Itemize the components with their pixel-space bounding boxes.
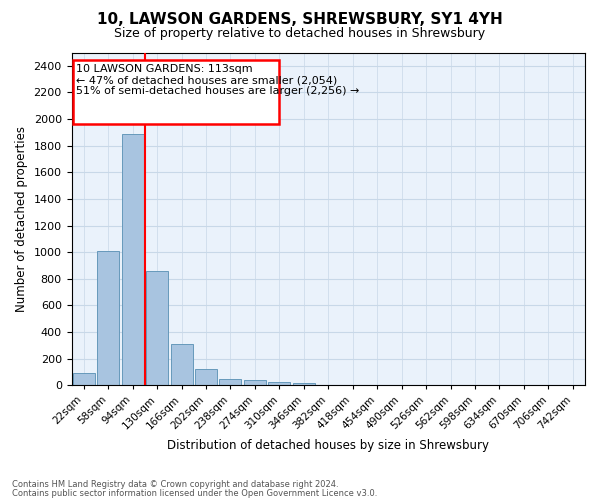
Text: ← 47% of detached houses are smaller (2,054): ← 47% of detached houses are smaller (2,…: [76, 75, 338, 85]
Bar: [122, 134, 143, 386]
Bar: [220, 378, 241, 386]
Bar: [146, 271, 168, 386]
Bar: [293, 384, 315, 386]
Text: Contains public sector information licensed under the Open Government Licence v3: Contains public sector information licen…: [12, 488, 377, 498]
Bar: [195, 370, 217, 386]
Bar: [244, 380, 266, 386]
Text: 10, LAWSON GARDENS, SHREWSBURY, SY1 4YH: 10, LAWSON GARDENS, SHREWSBURY, SY1 4YH: [97, 12, 503, 28]
Text: Size of property relative to detached houses in Shrewsbury: Size of property relative to detached ho…: [115, 28, 485, 40]
Bar: [73, 374, 95, 386]
Text: Contains HM Land Registry data © Crown copyright and database right 2024.: Contains HM Land Registry data © Crown c…: [12, 480, 338, 489]
Text: 51% of semi-detached houses are larger (2,256) →: 51% of semi-detached houses are larger (…: [76, 86, 360, 97]
Y-axis label: Number of detached properties: Number of detached properties: [15, 126, 28, 312]
Bar: [170, 344, 193, 386]
Bar: [97, 251, 119, 386]
Bar: [268, 382, 290, 386]
X-axis label: Distribution of detached houses by size in Shrewsbury: Distribution of detached houses by size …: [167, 440, 489, 452]
Bar: [317, 384, 339, 386]
Text: 10 LAWSON GARDENS: 113sqm: 10 LAWSON GARDENS: 113sqm: [76, 64, 253, 74]
Bar: [73, 60, 280, 124]
